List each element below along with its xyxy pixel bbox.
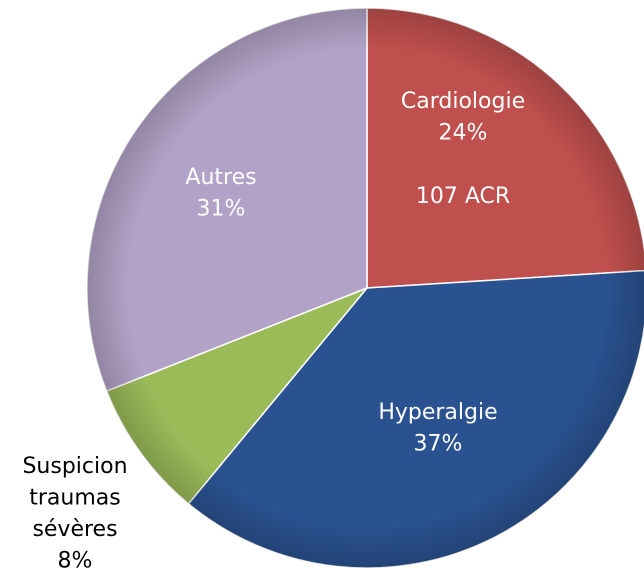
slice-label: Hyperalgie [378, 400, 497, 425]
slice-label: Suspicion traumas sévères [22, 454, 127, 542]
slice-label: Autres [185, 165, 256, 190]
slice-value-label: 8% [58, 549, 93, 574]
slice-value-label: 31% [197, 197, 246, 222]
slice-value-label: 24% [439, 121, 488, 146]
pie-slice [366, 7, 644, 289]
slice-value-label: 37% [414, 432, 463, 457]
annotation: 107 ACR [416, 184, 510, 209]
slice-label: Cardiologie [401, 89, 525, 114]
